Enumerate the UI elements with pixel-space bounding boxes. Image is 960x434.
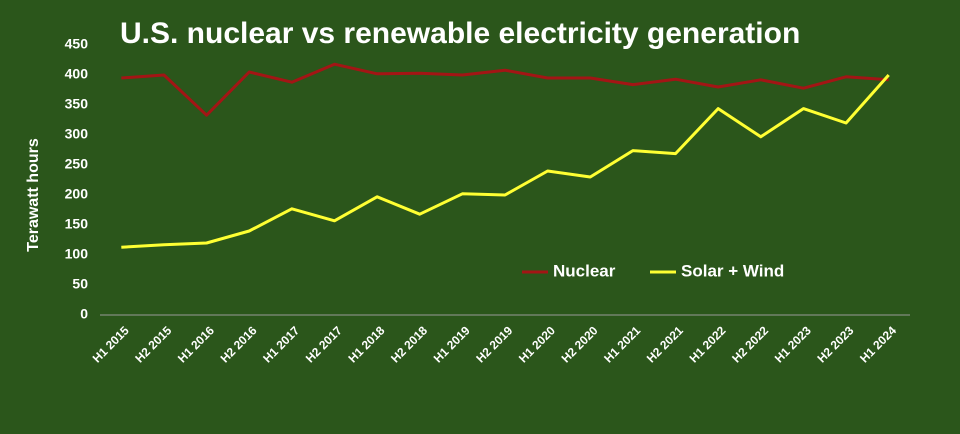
y-axis-label: Terawatt hours [25, 138, 42, 252]
chart-title: U.S. nuclear vs renewable electricity ge… [120, 17, 800, 50]
y-tick-label: 400 [65, 66, 89, 82]
y-tick-label: 300 [65, 126, 89, 142]
y-tick-label: 350 [65, 96, 89, 112]
y-tick-label: 450 [65, 36, 89, 52]
legend-label: Solar + Wind [681, 261, 784, 280]
y-tick-label: 50 [72, 276, 88, 292]
legend-label: Nuclear [553, 261, 616, 280]
y-tick-label: 200 [65, 186, 89, 202]
series-line [121, 74, 890, 249]
y-tick-label: 100 [65, 246, 89, 262]
series-line [121, 62, 889, 117]
y-tick-label: 150 [65, 216, 89, 232]
y-tick-label: 0 [80, 306, 88, 322]
y-tick-label: 250 [65, 156, 89, 172]
